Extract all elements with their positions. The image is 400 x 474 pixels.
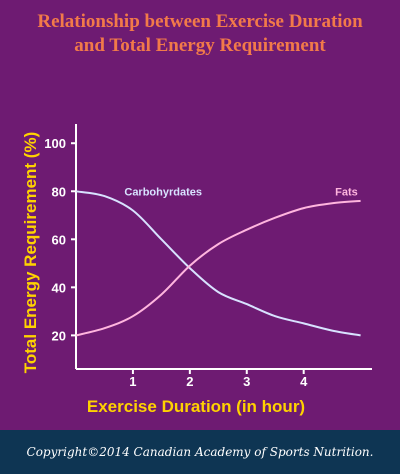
x-tick-label: 1 <box>129 374 136 389</box>
y-tick-label: 60 <box>52 232 66 247</box>
y-tick-label: 40 <box>52 280 66 295</box>
x-axis-label: Exercise Duration (in hour) <box>87 397 305 416</box>
copyright-footer: Copyright©2014 Canadian Academy of Sport… <box>0 430 400 474</box>
chart-title-line-2: and Total Energy Requirement <box>74 35 326 56</box>
chart-title-line-1: Relationship between Exercise Duration <box>37 11 363 32</box>
chart-title: Relationship between Exercise Duration a… <box>0 10 400 58</box>
series-label-fats: Fats <box>335 186 358 198</box>
x-tick-label: 3 <box>243 374 250 389</box>
plot-area: 20 40 60 80 100 1 2 3 4 Carbohyrdates Fats <box>44 124 372 389</box>
y-tick-label: 20 <box>52 328 66 343</box>
series-line-fats <box>75 199 361 337</box>
y-tick-label: 80 <box>52 184 66 199</box>
y-tick-label: 100 <box>44 136 66 151</box>
x-tick-label: 2 <box>186 374 193 389</box>
series-label-carbohydrates: Carbohyrdates <box>124 186 202 198</box>
x-tick-label: 4 <box>300 374 308 389</box>
line-chart: 20 40 60 80 100 1 2 3 4 Carbohyrdates Fats Total E… <box>21 124 372 416</box>
y-axis-label: Total Energy Requirement (%) <box>21 132 40 374</box>
series-line-carbohydrates <box>75 190 361 337</box>
